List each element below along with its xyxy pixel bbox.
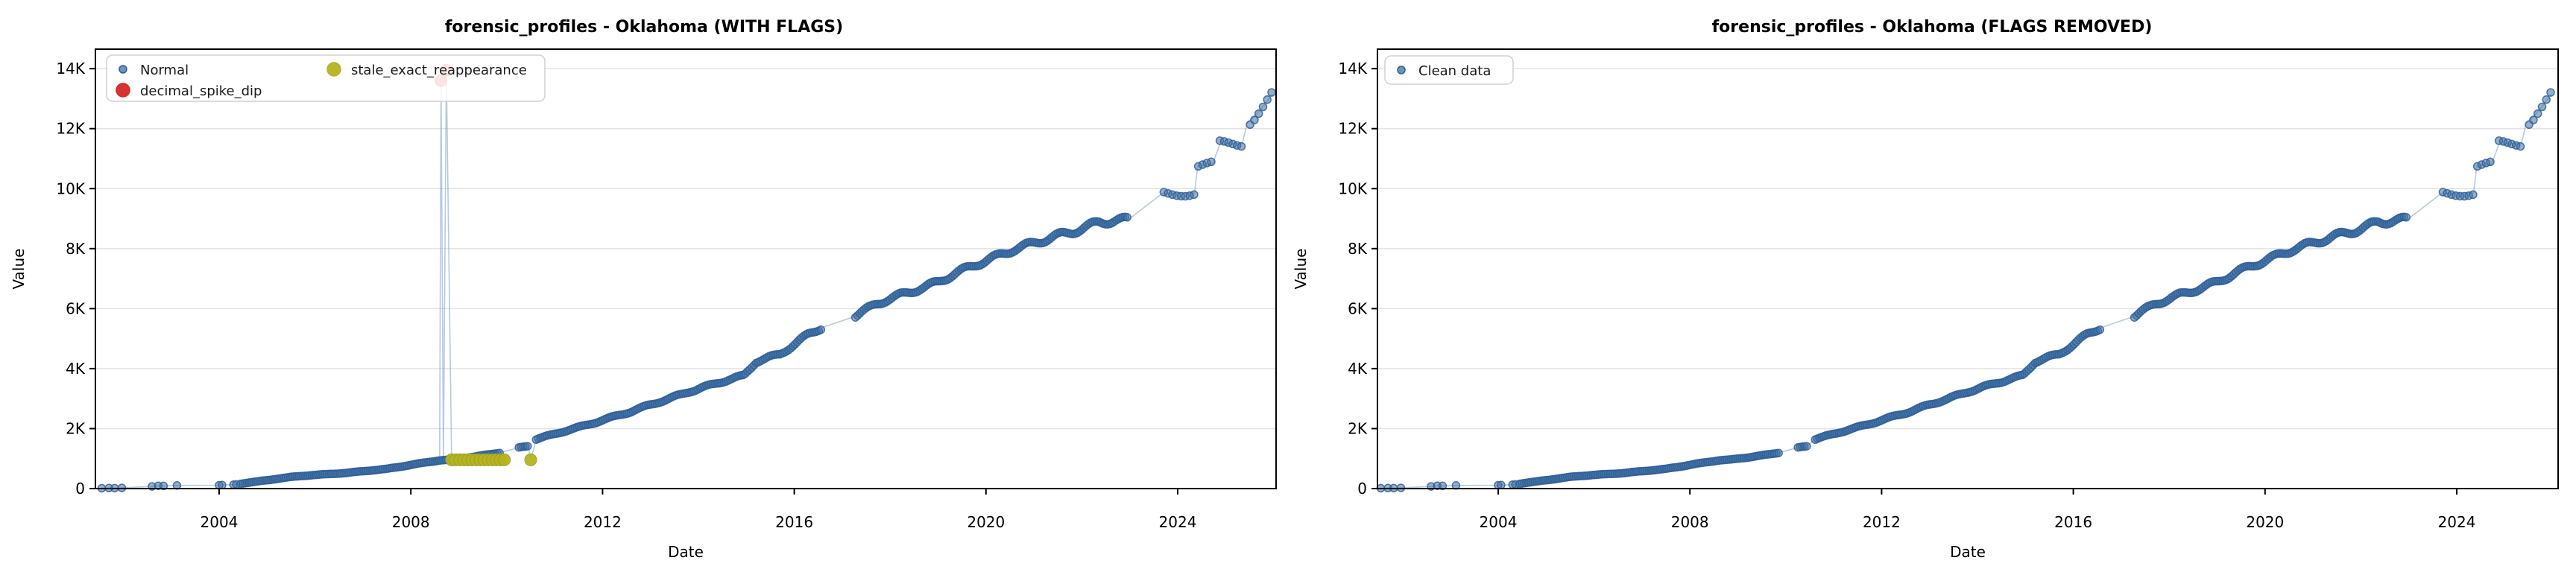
legend-label: decimal_spike_dip: [140, 83, 262, 99]
legend-marker-spike: [116, 83, 130, 98]
plot-spines: [95, 48, 1277, 489]
x-tick-label: 2020: [967, 513, 1005, 531]
x-tick-label: 2012: [1863, 513, 1901, 531]
legend: Normal decimal_spike_dip stale_exact_reapp…: [106, 54, 546, 102]
chart-title-with-flags: forensic_profiles - Oklahoma (WITH FLAGS…: [444, 18, 844, 36]
stale-points: [445, 453, 537, 466]
x-tick-label: 2004: [201, 513, 239, 531]
y-axis: 0 2K 4K 6K 8K 10K 12K 14K Value: [1292, 60, 1377, 498]
x-tick-label: 2020: [2246, 513, 2284, 531]
grid: [95, 68, 1276, 489]
x-tick-label: 2016: [775, 513, 813, 531]
y-tick-label: 6K: [1348, 299, 1368, 317]
y-tick-label: 12K: [56, 120, 85, 138]
x-tick-label: 2008: [392, 513, 430, 531]
y-tick-label: 4K: [1348, 360, 1368, 378]
legend: Clean data: [1384, 55, 1514, 85]
normal-points: [97, 88, 1276, 493]
x-tick-label: 2008: [1671, 513, 1709, 531]
y-tick-label: 0: [75, 480, 85, 498]
legend-label: Normal: [140, 63, 189, 78]
plot-spines: [1377, 48, 2559, 489]
x-axis-label: Date: [668, 543, 704, 561]
legend-marker-normal: [1397, 66, 1406, 74]
y-axis: 0 2K 4K 6K 8K 10K 12K 14K Value: [10, 60, 95, 498]
grid: [1377, 68, 2558, 489]
x-axis-label: Date: [1950, 543, 1986, 561]
y-tick-label: 8K: [66, 240, 86, 258]
x-axis: 2004 2008 2012 2016 2020 2024 Date: [201, 489, 1197, 561]
clean-points: [1376, 88, 2555, 493]
chart-flags-removed: 2004 2008 2012 2016 2020 2024 Date 0 2K 4K 6K 8K 10K…: [1292, 48, 2559, 561]
legend-label: stale_exact_reappearance: [351, 63, 527, 78]
legend-marker-normal: [119, 65, 127, 74]
y-tick-label: 2K: [1348, 419, 1368, 437]
x-tick-label: 2016: [2054, 513, 2092, 531]
y-tick-label: 10K: [56, 179, 85, 197]
y-tick-label: 8K: [1348, 240, 1368, 258]
y-tick-label: 0: [1357, 480, 1367, 498]
x-tick-label: 2004: [1480, 513, 1518, 531]
y-axis-label: Value: [1292, 249, 1310, 290]
x-tick-label: 2024: [2438, 513, 2476, 531]
y-tick-label: 6K: [66, 299, 86, 317]
y-tick-label: 10K: [1338, 179, 1367, 197]
x-tick-label: 2024: [1159, 513, 1197, 531]
y-tick-label: 12K: [1338, 120, 1367, 138]
x-tick-label: 2012: [584, 513, 622, 531]
y-axis-label: Value: [10, 249, 28, 290]
x-axis: 2004 2008 2012 2016 2020 2024 Date: [1480, 489, 2476, 561]
y-tick-label: 14K: [1338, 60, 1367, 77]
chart-with-flags: 2004 2008 2012 2016 2020 2024 Date 0 2K 4K 6K 8K 10K…: [10, 48, 1277, 561]
y-tick-label: 4K: [66, 360, 86, 378]
legend-label: Clean data: [1418, 63, 1491, 79]
y-tick-label: 2K: [66, 419, 86, 437]
data-line: [101, 70, 1273, 489]
y-tick-label: 14K: [56, 60, 85, 77]
chart-title-flags-removed: forensic_profiles - Oklahoma (FLAGS REMO…: [1711, 18, 2153, 36]
legend-marker-stale: [326, 62, 341, 77]
